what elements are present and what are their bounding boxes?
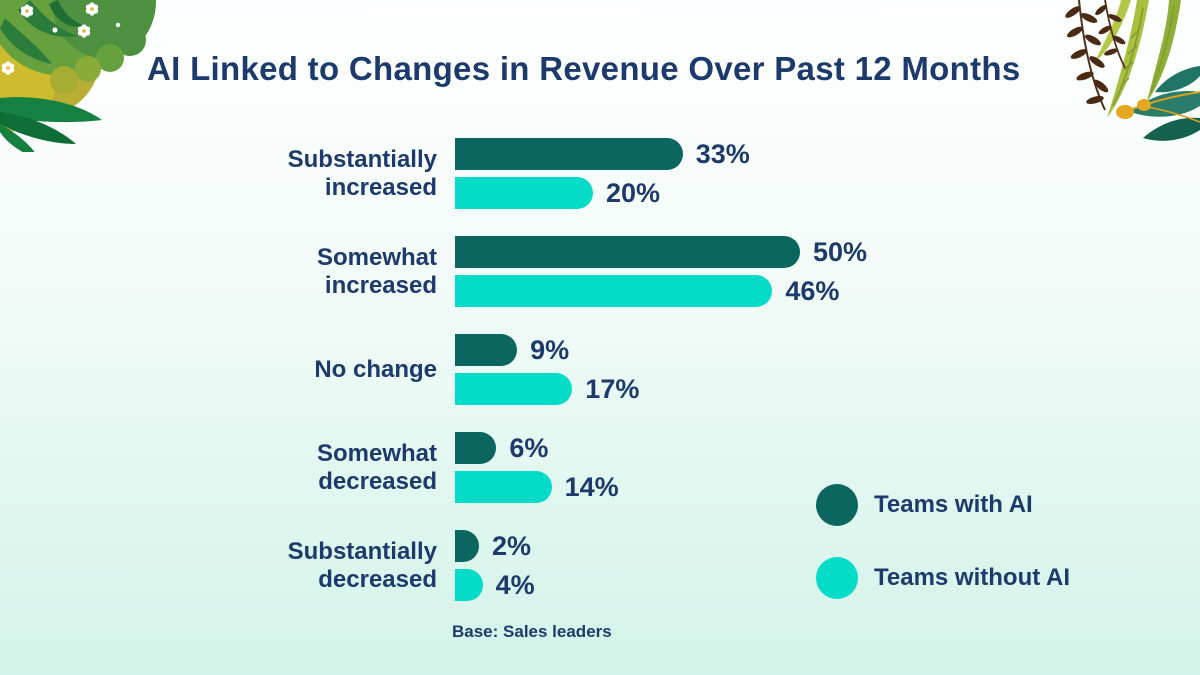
legend-swatch-teams-without-ai-icon [816,557,858,599]
bar-line: 4% [455,569,535,601]
bar-group: 2% 4% [455,530,535,601]
bar-line: 2% [455,530,535,562]
bar-teams-without-ai [455,569,483,601]
legend-swatch-teams-with-ai-icon [816,484,858,526]
legend-item-teams-without-ai: Teams without AI [816,557,1070,599]
bar-line: 14% [455,471,619,503]
bar-teams-with-ai [455,530,479,562]
foliage-decoration-right [1063,0,1200,141]
bar-line: 33% [455,138,750,170]
category-label: Substantially increased [287,145,437,201]
bar-line: 50% [455,236,867,268]
legend-item-teams-with-ai: Teams with AI [816,484,1070,526]
category-label: Substantially decreased [287,537,437,593]
value-label: 46% [785,275,840,306]
chart-row: Substantially increased 33% 20% [125,138,867,209]
bar-teams-with-ai [455,138,683,170]
value-label: 4% [495,569,535,600]
bar-line: 9% [455,334,639,366]
value-label: 20% [606,177,661,208]
bar-line: 46% [455,275,867,307]
bar-line: 17% [455,373,639,405]
bar-chart: Substantially increased 33% 20% Somewhat in… [125,138,867,601]
value-label: 33% [695,138,750,169]
bar-teams-without-ai [455,471,552,503]
legend-label-teams-with-ai: Teams with AI [874,491,1033,518]
chart-row: Somewhat increased 50% 46% [125,236,867,307]
bar-teams-with-ai [455,334,518,366]
foliage-decoration-left [0,0,156,152]
bar-group: 50% 46% [455,236,867,307]
bar-teams-without-ai [455,275,773,307]
bar-teams-without-ai [455,373,573,405]
chart-title: AI Linked to Changes in Revenue Over Pas… [147,50,1021,87]
value-label: 6% [509,432,549,463]
value-label: 14% [564,471,619,502]
bar-teams-without-ai [455,177,593,209]
bar-line: 20% [455,177,750,209]
chart-row: Substantially decreased 2% 4% [125,530,867,601]
bar-teams-with-ai [455,432,497,464]
legend-label-teams-without-ai: Teams without AI [874,564,1071,591]
value-label: 50% [813,236,868,267]
value-label: 9% [530,334,570,365]
chart-row: Somewhat decreased 6% 14% [125,432,867,503]
bar-line: 6% [455,432,619,464]
base-note: Base: Sales leaders [452,622,612,641]
bar-group: 9% 17% [455,334,639,405]
value-label: 17% [585,373,640,404]
value-label: 2% [492,530,532,561]
category-label: Somewhat increased [316,243,437,299]
chart-legend: Teams with AI Teams without AI [816,484,1070,599]
category-label: No change [314,355,437,383]
category-label: Somewhat decreased [316,439,437,495]
chart-row: No change 9% 17% [125,334,867,405]
bar-teams-with-ai [455,236,800,268]
bar-group: 33% 20% [455,138,750,209]
bar-group: 6% 14% [455,432,619,503]
